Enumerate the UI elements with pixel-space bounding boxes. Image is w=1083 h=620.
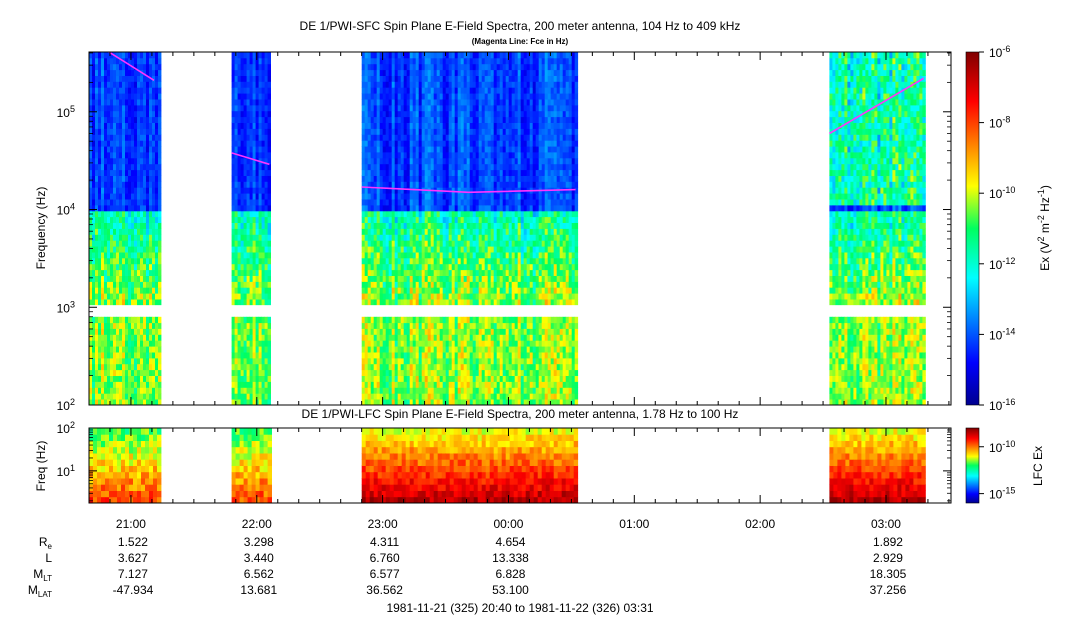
ephemeris-value: 6.562 (244, 567, 274, 581)
ephemeris-value: 3.298 (244, 535, 274, 549)
ephemeris-value: 1.522 (118, 535, 148, 549)
fce-line (107, 52, 155, 81)
top-panel-title: DE 1/PWI-SFC Spin Plane E-Field Spectra,… (300, 19, 741, 33)
fce-line (361, 186, 576, 194)
lfc-colorbar (965, 427, 980, 504)
x-tick-label: 00:00 (493, 517, 523, 531)
ephemeris-label: L (45, 551, 52, 565)
sfc-colorbar-label: Ex (V2 m-2 Hz-1) (1036, 185, 1052, 271)
lfc-interval-3 (829, 428, 926, 503)
ephemeris-value: 4.654 (495, 535, 525, 549)
colorbar-tick-label: 10-6 (989, 44, 1010, 60)
lfc-interval-1 (231, 428, 272, 503)
ephemeris-value: 18.305 (870, 567, 907, 581)
ephemeris-value: 37.256 (870, 583, 907, 597)
lfc-colorbar-ticks: 10-10 10-15 (979, 439, 1015, 502)
x-tick-label: 23:00 (368, 517, 398, 531)
ephemeris-value: 7.127 (118, 567, 148, 581)
colorbar-tick-label: 10-14 (989, 326, 1015, 342)
y-tick-label: 102 (57, 420, 75, 436)
fce-line (828, 77, 925, 135)
colorbar-tick-label: 10-15 (989, 486, 1015, 502)
x-tick-label: 22:00 (242, 517, 272, 531)
ephemeris-table: Re 1.522 3.298 4.311 4.654 1.892 L 3.627 3.440 6.… (28, 535, 907, 599)
ephemeris-label: MLT (33, 567, 52, 583)
colorbar-tick-label: 10-10 (989, 439, 1015, 455)
lfc-spectrogram (89, 428, 926, 503)
sfc-y-axis-label: Frequency (Hz) (34, 187, 48, 270)
lfc-plot-frame (88, 427, 952, 504)
top-panel-subtitle: (Magenta Line: Fce in Hz) (472, 37, 569, 46)
sfc-interval-3 (829, 52, 926, 405)
sfc-spectrogram (89, 52, 951, 405)
ephemeris-value: 1.892 (873, 535, 903, 549)
y-tick-label: 103 (57, 299, 75, 315)
ephemeris-value: 2.929 (873, 551, 903, 565)
ephemeris-label: MLAT (28, 583, 52, 599)
ephemeris-value: 3.440 (244, 551, 274, 565)
sfc-interval-0 (89, 52, 162, 405)
lfc-interval-2 (361, 428, 579, 503)
ephemeris-value: 13.338 (492, 551, 529, 565)
colorbar-tick-label: 10-16 (989, 397, 1015, 413)
ephemeris-value: 6.828 (495, 567, 525, 581)
sfc-interval-2 (361, 52, 579, 405)
y-tick-label: 102 (57, 397, 75, 413)
time-range-footer: 1981-11-21 (325) 20:40 to 1981-11-22 (32… (386, 601, 653, 615)
ephemeris-value: 53.100 (492, 583, 529, 597)
lfc-y-axis-label: Freq (Hz) (34, 441, 48, 492)
x-tick-label: 02:00 (745, 517, 775, 531)
ephemeris-value: 3.627 (118, 551, 148, 565)
ephemeris-value: 36.562 (366, 583, 403, 597)
sfc-y-axis: 102 103 104 105 (57, 52, 951, 413)
ephemeris-value: 6.577 (370, 567, 400, 581)
ephemeris-value: 6.760 (370, 551, 400, 565)
ephemeris-value: -47.934 (113, 583, 154, 597)
frequency-gap (89, 305, 951, 312)
sfc-plot-frame (88, 51, 952, 406)
colorbar-tick-label: 10-8 (989, 115, 1010, 131)
time-axis: 21:00 22:00 23:00 00:00 01:00 02:00 03:00 (88, 52, 950, 531)
colorbar-tick-label: 10-12 (989, 256, 1015, 272)
y-tick-label: 104 (57, 202, 75, 218)
fce-line (231, 152, 270, 166)
sfc-interval-1 (231, 52, 271, 405)
lfc-y-axis: 101 102 (57, 420, 951, 502)
ephemeris-value: 4.311 (370, 535, 399, 549)
sfc-colorbar-ticks: 10-6 10-8 10-10 10-12 10-14 10-16 (979, 44, 1015, 413)
bottom-panel-title: DE 1/PWI-LFC Spin Plane E-Field Spectra,… (302, 407, 739, 421)
lfc-colorbar-label: LFC Ex (1031, 446, 1045, 486)
sfc-colorbar (965, 51, 980, 406)
ephemeris-label: Re (39, 535, 53, 551)
y-tick-label: 105 (57, 104, 75, 120)
x-tick-label: 21:00 (116, 517, 146, 531)
lfc-interval-0 (89, 428, 162, 503)
x-tick-label: 01:00 (619, 517, 649, 531)
y-tick-label: 101 (57, 463, 75, 479)
x-tick-label: 03:00 (871, 517, 901, 531)
ephemeris-value: 13.681 (240, 583, 277, 597)
colorbar-tick-label: 10-10 (989, 185, 1015, 201)
